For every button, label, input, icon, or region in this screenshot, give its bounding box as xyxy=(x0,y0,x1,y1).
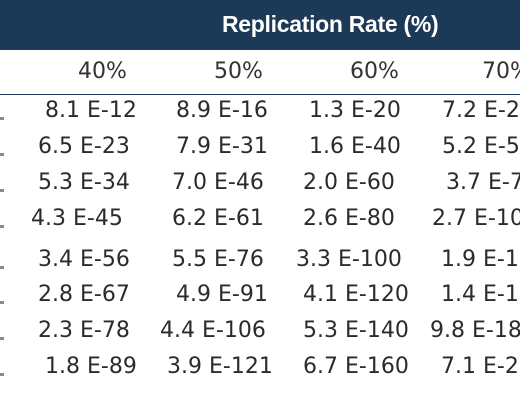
row-edge-mark xyxy=(0,373,4,376)
table-cell: 3.7 E-75 xyxy=(446,170,520,195)
column-header-50: 50% xyxy=(214,59,263,84)
table-title-band: Replication Rate (%) xyxy=(0,0,520,50)
row-edge-mark xyxy=(0,225,4,228)
table-cell: 2.8 E-67 xyxy=(38,282,130,307)
column-header-70: 70% xyxy=(482,59,520,84)
table-cell: 3.4 E-56 xyxy=(38,247,130,272)
row-edge-mark xyxy=(0,189,4,192)
table-cell: 4.9 E-91 xyxy=(176,282,268,307)
column-header-60: 60% xyxy=(350,59,399,84)
table-cell: 1.4 E-150 xyxy=(441,282,520,307)
table-cell: 1.8 E-89 xyxy=(45,354,137,379)
row-edge-mark xyxy=(0,337,4,340)
table-cell: 7.2 E-25 xyxy=(442,98,520,123)
table-cell: 7.9 E-31 xyxy=(176,134,268,159)
table-cell: 4.4 E-106 xyxy=(160,318,266,343)
table-cell: 2.7 E-100 xyxy=(432,206,520,231)
column-header-row: 40% 50% 60% 70% xyxy=(0,50,520,95)
table-cell: 4.3 E-45 xyxy=(31,206,123,231)
column-header-40: 40% xyxy=(78,59,127,84)
table-cell: 6.5 E-23 xyxy=(38,134,130,159)
table-cell: 8.1 E-12 xyxy=(45,98,137,123)
table-cell: 8.9 E-16 xyxy=(176,98,268,123)
table-cell: 1.9 E-125 xyxy=(441,247,520,272)
row-edge-mark xyxy=(0,266,4,269)
table-cell: 2.3 E-78 xyxy=(38,318,130,343)
row-edge-mark xyxy=(0,301,4,304)
table-cell: 5.3 E-140 xyxy=(303,318,409,343)
table-cell: 2.6 E-80 xyxy=(303,206,395,231)
table-cell: 5.3 E-34 xyxy=(38,170,130,195)
table-cell: 6.2 E-61 xyxy=(172,206,264,231)
row-edge-mark xyxy=(0,153,4,156)
table-cell: 3.9 E-121 xyxy=(167,354,273,379)
table-cell: 3.3 E-100 xyxy=(296,247,402,272)
table-cell: 2.0 E-60 xyxy=(303,170,395,195)
table-cell: 1.6 E-40 xyxy=(309,134,401,159)
table-cell: 7.0 E-46 xyxy=(172,170,264,195)
table-cell: 5.5 E-76 xyxy=(172,247,264,272)
table-cell: 6.7 E-160 xyxy=(303,354,409,379)
table-title: Replication Rate (%) xyxy=(222,11,439,37)
table-cell: 7.1 E-210 xyxy=(441,354,520,379)
table-cell: 4.1 E-120 xyxy=(303,282,409,307)
row-edge-mark xyxy=(0,117,4,120)
table-cell: 5.2 E-50 xyxy=(442,134,520,159)
table-cell: 9.8 E-184 xyxy=(430,318,520,343)
table-cell: 1.3 E-20 xyxy=(309,98,401,123)
